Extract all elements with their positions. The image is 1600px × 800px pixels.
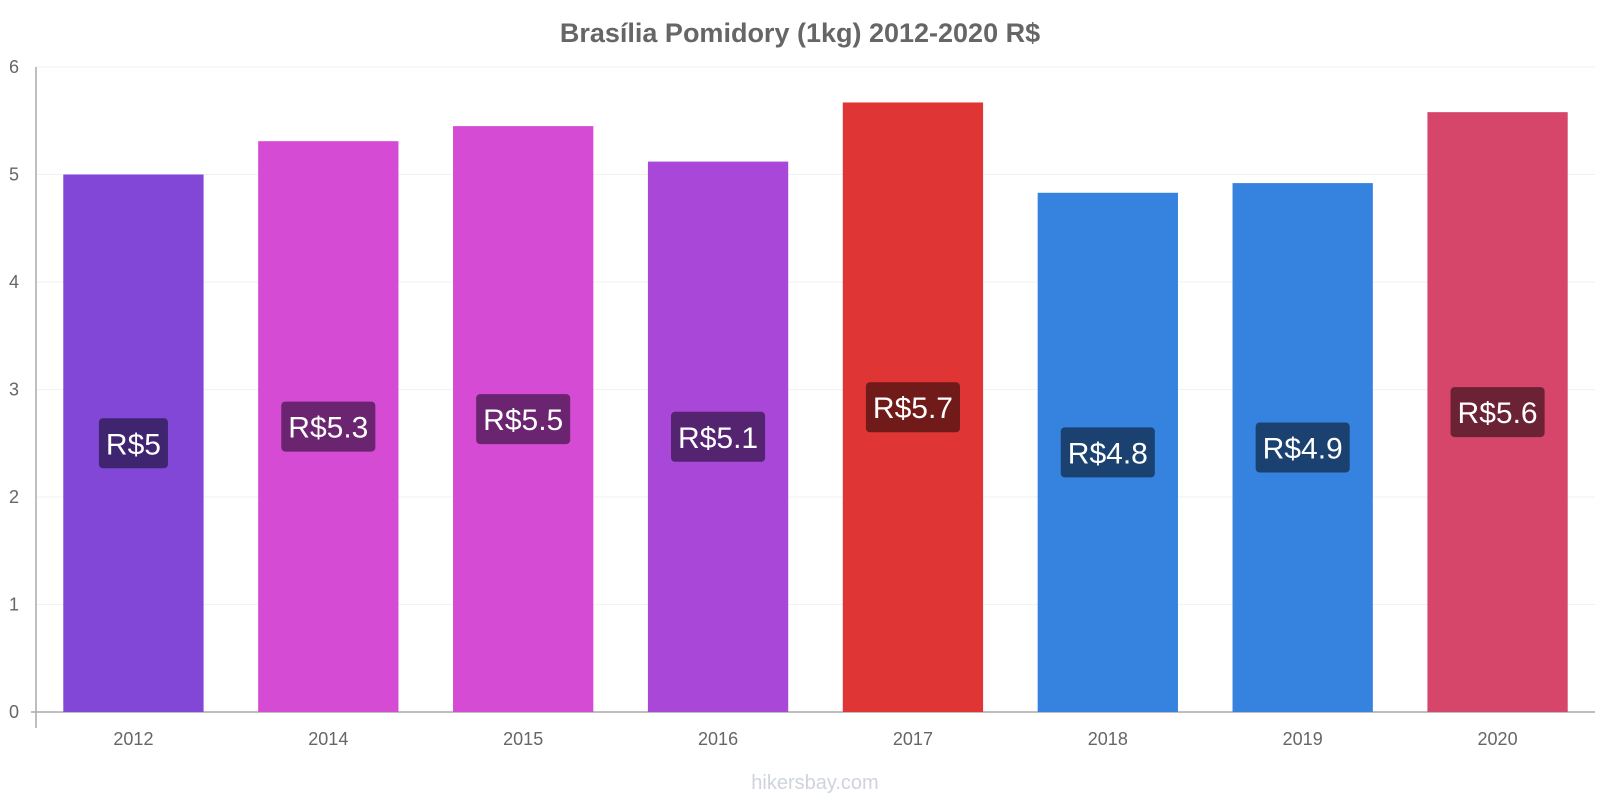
y-tick-label-2: 2 [9,487,19,507]
data-label-bg-2014 [281,401,376,452]
data-label-bg-2012 [98,418,168,469]
data-label-bg-2020 [1450,387,1545,438]
x-tick-label-2020: 2020 [1478,729,1518,749]
x-tick-label-2015: 2015 [503,729,543,749]
data-label-text-2015: R$5.5 [483,404,563,437]
data-label-2016: R$5.1 [671,411,766,462]
data-label-text-2018: R$4.8 [1068,437,1148,470]
y-tick-label-0: 0 [9,702,19,722]
x-tick-label-2014: 2014 [308,729,348,749]
data-label-bg-2016 [671,411,766,462]
x-tick-label-2016: 2016 [698,729,738,749]
data-label-2015: R$5.5 [476,394,571,445]
data-label-2014: R$5.3 [281,401,376,452]
y-tick-label-4: 4 [9,272,19,292]
x-tick-label-2019: 2019 [1283,729,1323,749]
data-label-text-2019: R$4.9 [1263,433,1343,466]
data-label-text-2014: R$5.3 [288,412,368,445]
x-tick-label-2012: 2012 [113,729,153,749]
data-label-text-2012: R$5 [106,428,161,461]
data-label-2012: R$5 [98,418,168,469]
data-label-bg-2019 [1255,422,1350,473]
data-label-bg-2018 [1060,427,1155,478]
data-label-text-2016: R$5.1 [678,422,758,455]
data-label-2020: R$5.6 [1450,387,1545,438]
data-labels: R$5 R$5.3 R$5.5 R$5.1 R$5.7 R$4.8 R$4.9 R$5.6 [98,382,1545,478]
x-tick-label-2017: 2017 [893,729,933,749]
data-label-bg-2015 [476,394,571,445]
data-label-2018: R$4.8 [1060,427,1155,478]
watermark: hikersbay.com [751,772,878,794]
y-tick-label-1: 1 [9,595,19,615]
y-tick-label-5: 5 [9,165,19,185]
y-tick-label-6: 6 [9,57,19,77]
x-tick-label-2018: 2018 [1088,729,1128,749]
data-label-bg-2017 [865,382,960,433]
data-label-2019: R$4.9 [1255,422,1350,473]
chart-title: Brasília Pomidory (1kg) 2012-2020 R$ [560,18,1040,48]
y-tick-label-3: 3 [9,380,19,400]
data-label-2017: R$5.7 [865,382,960,433]
data-label-text-2020: R$5.6 [1458,397,1538,430]
data-label-text-2017: R$5.7 [873,392,953,425]
